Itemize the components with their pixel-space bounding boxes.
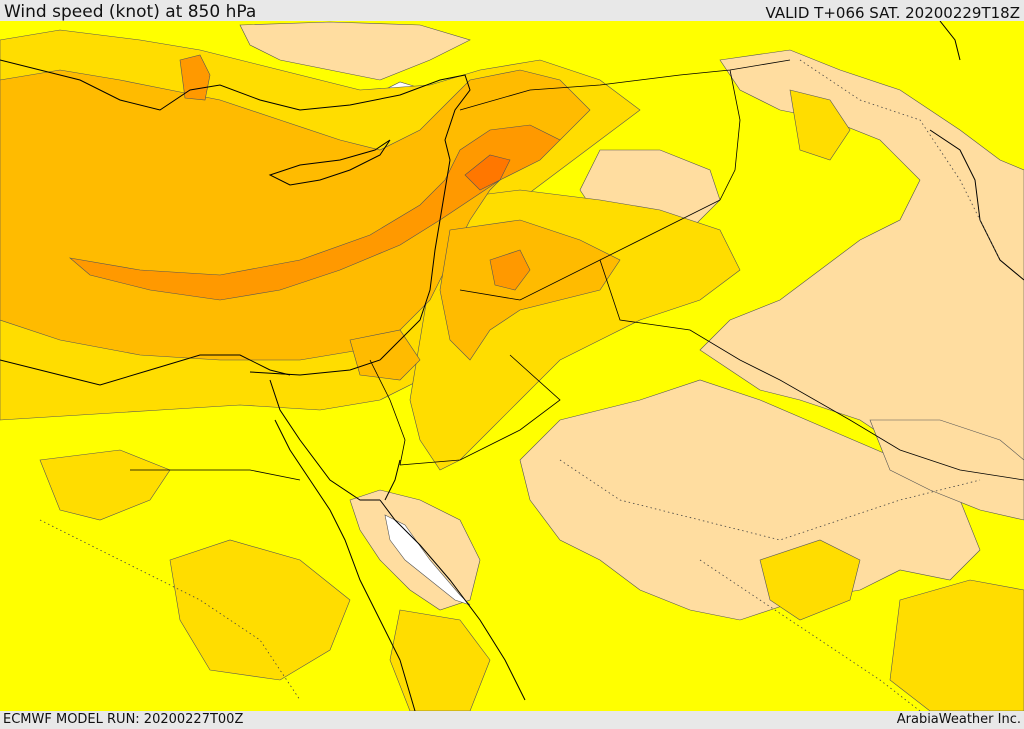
wind-band-moderate-se-corner — [890, 580, 1024, 711]
map-header: Wind speed (knot) at 850 hPa VALID T+066… — [0, 0, 1024, 21]
valid-time: VALID T+066 SAT. 20200229T18Z — [766, 5, 1020, 21]
map-canvas — [0, 21, 1024, 711]
map-footer: ECMWF MODEL RUN: 20200227T00Z ArabiaWeat… — [0, 711, 1024, 729]
wind-speed-map[interactable] — [0, 21, 1024, 711]
credit: ArabiaWeather Inc. — [897, 712, 1021, 728]
map-title: Wind speed (knot) at 850 hPa — [4, 3, 256, 21]
model-run: ECMWF MODEL RUN: 20200227T00Z — [3, 712, 243, 728]
